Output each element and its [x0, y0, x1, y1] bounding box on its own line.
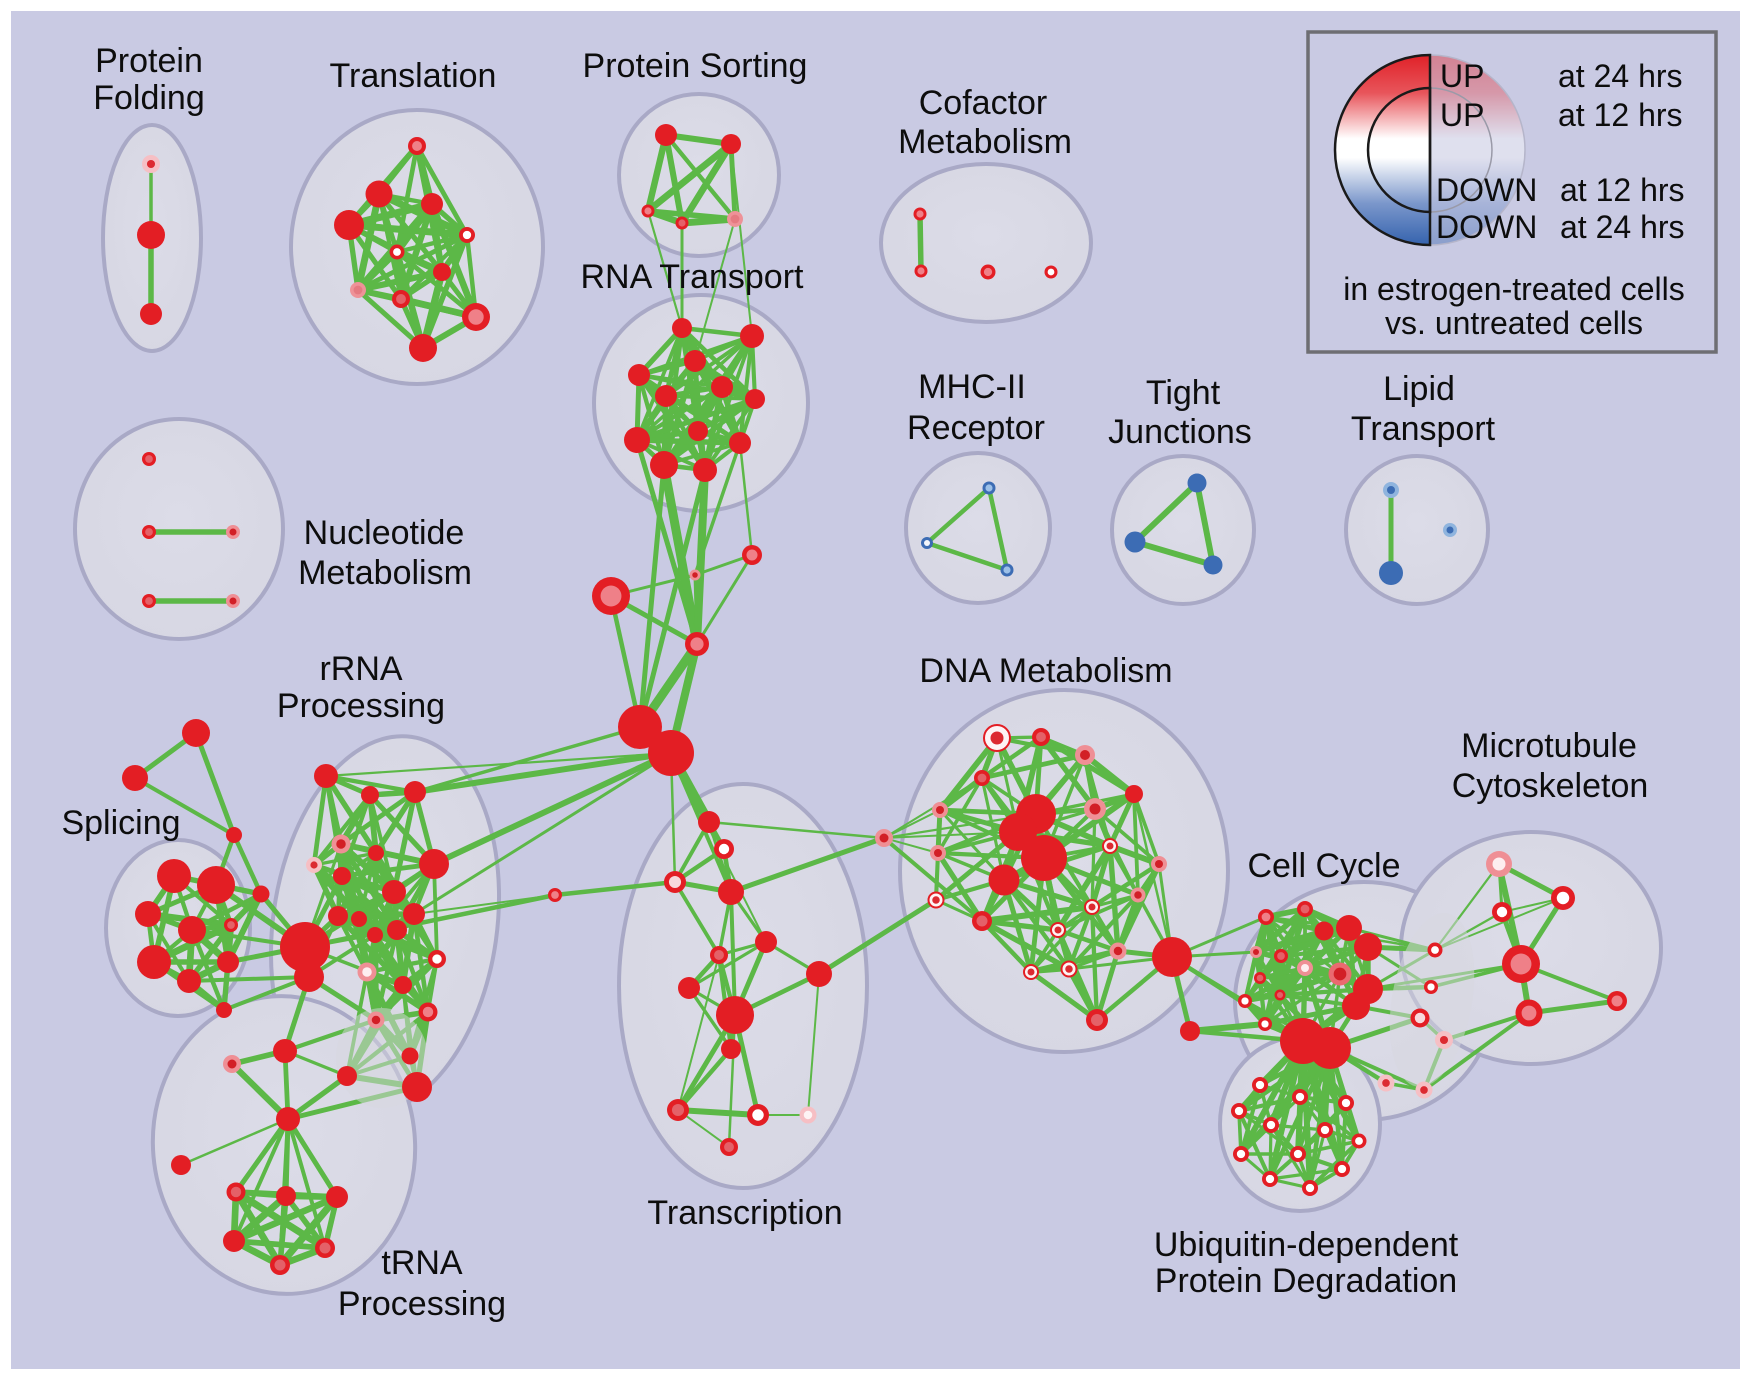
- svg-text:at 12 hrs: at 12 hrs: [1558, 97, 1683, 133]
- svg-text:Folding: Folding: [93, 79, 205, 117]
- svg-text:Microtubule: Microtubule: [1461, 727, 1637, 765]
- svg-text:Processing: Processing: [338, 1285, 506, 1323]
- svg-text:vs. untreated cells: vs. untreated cells: [1385, 305, 1643, 341]
- svg-text:DOWN: DOWN: [1436, 209, 1537, 245]
- svg-text:Receptor: Receptor: [907, 409, 1045, 447]
- svg-text:at 24 hrs: at 24 hrs: [1558, 58, 1683, 94]
- svg-text:Protein Degradation: Protein Degradation: [1155, 1262, 1457, 1300]
- svg-text:RNA Transport: RNA Transport: [581, 258, 805, 296]
- svg-text:in estrogen-treated cells: in estrogen-treated cells: [1343, 271, 1685, 307]
- svg-text:Translation: Translation: [330, 57, 497, 95]
- svg-text:Cofactor: Cofactor: [919, 84, 1048, 122]
- svg-text:Cell Cycle: Cell Cycle: [1247, 847, 1400, 885]
- svg-text:Processing: Processing: [277, 687, 445, 725]
- svg-text:Splicing: Splicing: [61, 804, 180, 842]
- svg-text:Protein: Protein: [95, 42, 203, 80]
- svg-text:Metabolism: Metabolism: [898, 123, 1072, 161]
- svg-text:rRNA: rRNA: [319, 650, 402, 688]
- svg-text:UP: UP: [1440, 97, 1484, 133]
- svg-text:Protein Sorting: Protein Sorting: [583, 47, 808, 85]
- svg-text:DOWN: DOWN: [1436, 172, 1537, 208]
- svg-text:Junctions: Junctions: [1108, 413, 1252, 451]
- svg-text:Transcription: Transcription: [647, 1194, 842, 1232]
- svg-text:Metabolism: Metabolism: [298, 554, 472, 592]
- svg-text:at 24 hrs: at 24 hrs: [1560, 209, 1685, 245]
- svg-text:at 12 hrs: at 12 hrs: [1560, 172, 1685, 208]
- svg-text:Transport: Transport: [1351, 410, 1496, 448]
- svg-text:MHC-II: MHC-II: [918, 368, 1026, 406]
- svg-text:Ubiquitin-dependent: Ubiquitin-dependent: [1154, 1226, 1459, 1264]
- svg-text:DNA Metabolism: DNA Metabolism: [919, 652, 1172, 690]
- svg-text:Nucleotide: Nucleotide: [304, 514, 465, 552]
- svg-text:Lipid: Lipid: [1383, 370, 1455, 408]
- svg-text:UP: UP: [1440, 58, 1484, 94]
- svg-text:Cytoskeleton: Cytoskeleton: [1452, 767, 1649, 805]
- svg-text:tRNA: tRNA: [381, 1244, 463, 1282]
- svg-text:Tight: Tight: [1146, 374, 1221, 412]
